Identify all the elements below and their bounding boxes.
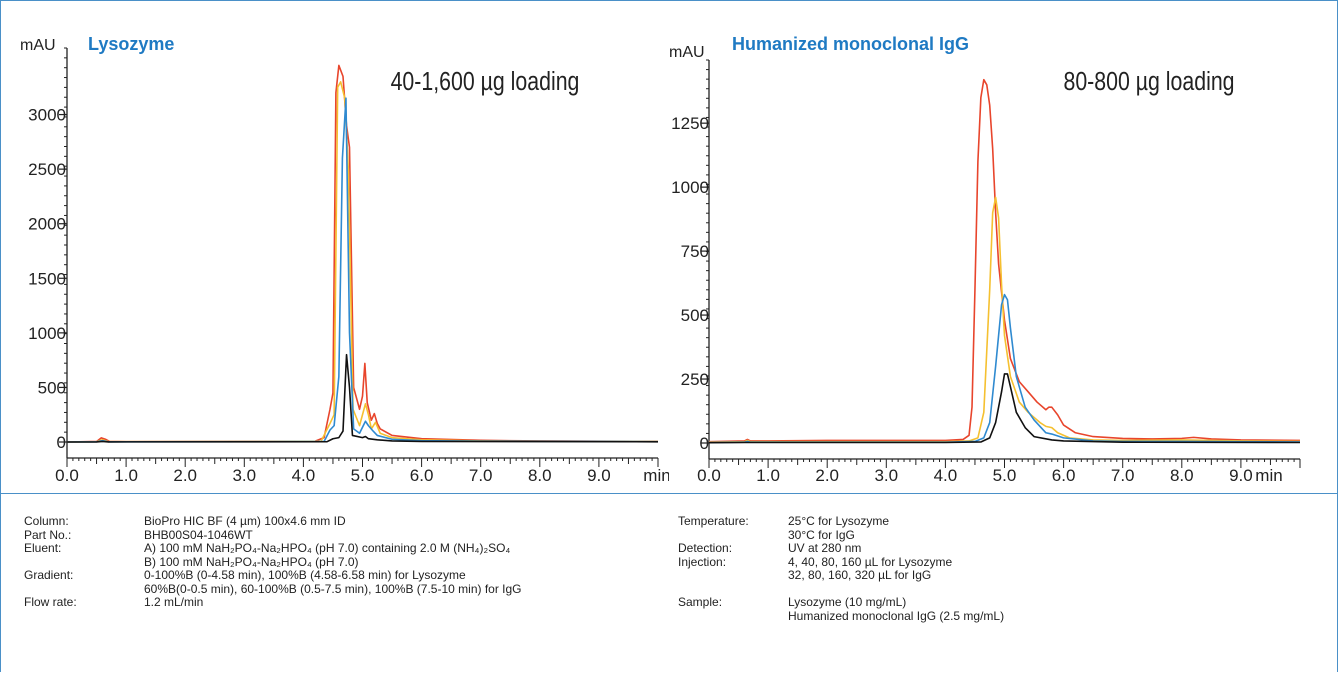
info-value: BHB00S04-1046WT (144, 527, 253, 542)
info-row: Gradient: 0-100%B (0-4.58 min), 100%B (4.… (24, 568, 674, 596)
info-row: Injection: 4, 40, 80, 160 µL for Lysozyme… (678, 554, 1328, 583)
divider-line (0, 493, 1338, 494)
info-row: Sample: Lysozyme (10 mg/mL) Humanized mono… (678, 595, 1328, 623)
info-value: BioPro HIC BF (4 µm) 100x4.6 mm ID (144, 514, 346, 528)
info-key: Column: (24, 514, 69, 528)
info-value: UV at 280 nm (788, 541, 862, 555)
x-tick-label: 8.0 (1170, 466, 1194, 485)
y-tick-label: 1000 (28, 324, 66, 343)
info-value: 0-100%B (0-4.58 min), 100%B (4.58-6.58 m… (144, 568, 466, 582)
info-row: Detection: UV at 280 nm (678, 541, 1328, 556)
chromatogram-trace (66, 353, 659, 443)
x-tick-label: 5.0 (351, 466, 375, 485)
info-value: Humanized monoclonal IgG (2.5 mg/mL) (788, 608, 1005, 623)
y-tick-label: 3000 (28, 106, 66, 125)
x-tick-label: 1.0 (114, 466, 138, 485)
y-axis-label: mAU (669, 44, 705, 61)
info-row: Flow rate: 1.2 mL/min (24, 595, 674, 610)
y-tick-label: 750 (681, 242, 709, 261)
info-value: 32, 80, 160, 320 µL for IgG (788, 568, 932, 582)
y-tick-label: 0 (57, 433, 66, 452)
x-tick-label: 8.0 (528, 466, 552, 485)
info-key: Temperature: (678, 514, 749, 528)
chromatogram-trace (708, 373, 1301, 444)
chart-title: Humanized monoclonal IgG (732, 34, 969, 54)
y-tick-label: 1500 (28, 269, 66, 288)
chromatogram-trace (708, 78, 1301, 443)
info-key: Gradient: (24, 568, 74, 582)
info-key: Sample: (678, 595, 723, 609)
info-value: 4, 40, 80, 160 µL for Lysozyme (788, 554, 953, 569)
conditions-left: Column: BioPro HIC BF (4 µm) 100x4.6 mm I… (24, 514, 674, 610)
info-value: 30°C for IgG (788, 527, 855, 542)
y-tick-label: 500 (681, 306, 709, 325)
x-tick-label: 5.0 (993, 466, 1017, 485)
x-tick-label: 2.0 (173, 466, 197, 485)
chart-lysozyme: Lysozyme 40-1,600 µg loading mAU min 0 500 100… (20, 34, 669, 485)
info-row: Column: BioPro HIC BF (4 µm) 100x4.6 mm I… (24, 514, 674, 529)
info-row: Temperature: 25°C for Lysozyme 30°C for Ig… (678, 514, 1328, 542)
y-tick-label: 1250 (671, 114, 709, 133)
info-key: Part No.: (24, 527, 72, 542)
info-row: Part No.: BHB00S04-1046WT (24, 527, 674, 543)
x-axis-label: min (643, 466, 669, 485)
x-tick-label: 6.0 (410, 466, 434, 485)
chromatogram-trace (66, 64, 659, 443)
x-tick-label: 9.0 (1229, 466, 1253, 485)
x-tick-label: 6.0 (1052, 466, 1076, 485)
x-axis-label: min (1255, 466, 1282, 485)
info-value: 60%B(0-0.5 min), 60-100%B (0.5-7.5 min),… (144, 581, 522, 596)
info-value: B) 100 mM NaH₂PO₄-Na₂HPO₄ (pH 7.0) (144, 554, 359, 569)
x-tick-label: 7.0 (1111, 466, 1135, 485)
info-value: Lysozyme (10 mg/mL) (788, 595, 907, 609)
y-tick-label: 500 (38, 378, 66, 397)
x-tick-label: 1.0 (756, 466, 780, 485)
chart-title: Lysozyme (88, 34, 174, 54)
y-tick-label: 250 (681, 370, 709, 389)
info-value: A) 100 mM NaH₂PO₄-Na₂HPO₄ (pH 7.0) conta… (144, 541, 511, 555)
chart-igg: Humanized monoclonal IgG 80-800 µg loadin… (669, 34, 1301, 485)
info-value: 25°C for Lysozyme (788, 514, 890, 528)
y-tick-label: 1000 (671, 178, 709, 197)
info-row: Eluent: A) 100 mM NaH₂PO₄-Na₂HPO₄ (pH 7.0… (24, 541, 674, 569)
x-tick-label: 4.0 (934, 466, 958, 485)
info-spacer (678, 583, 1328, 597)
x-tick-label: 0.0 (55, 466, 79, 485)
loading-annotation: 40-1,600 µg loading (391, 67, 580, 97)
x-tick-label: 7.0 (469, 466, 493, 485)
x-tick-label: 3.0 (874, 466, 898, 485)
y-tick-label: 0 (700, 434, 709, 453)
info-key: Injection: (678, 554, 727, 569)
y-tick-label: 2500 (28, 160, 66, 179)
x-tick-label: 4.0 (292, 466, 316, 485)
y-tick-label: 2000 (28, 215, 66, 234)
x-tick-label: 2.0 (815, 466, 839, 485)
info-value: 1.2 mL/min (144, 595, 204, 609)
info-key: Eluent: (24, 541, 62, 555)
y-axis-label: mAU (20, 37, 56, 54)
conditions-right: Temperature: 25°C for Lysozyme 30°C for Ig… (678, 514, 1328, 623)
x-tick-label: 9.0 (587, 466, 611, 485)
info-key: Detection: (678, 541, 733, 555)
x-tick-label: 0.0 (697, 466, 721, 485)
info-key: Flow rate: (24, 595, 77, 609)
loading-annotation: 80-800 µg loading (1063, 67, 1234, 97)
x-tick-label: 3.0 (232, 466, 256, 485)
